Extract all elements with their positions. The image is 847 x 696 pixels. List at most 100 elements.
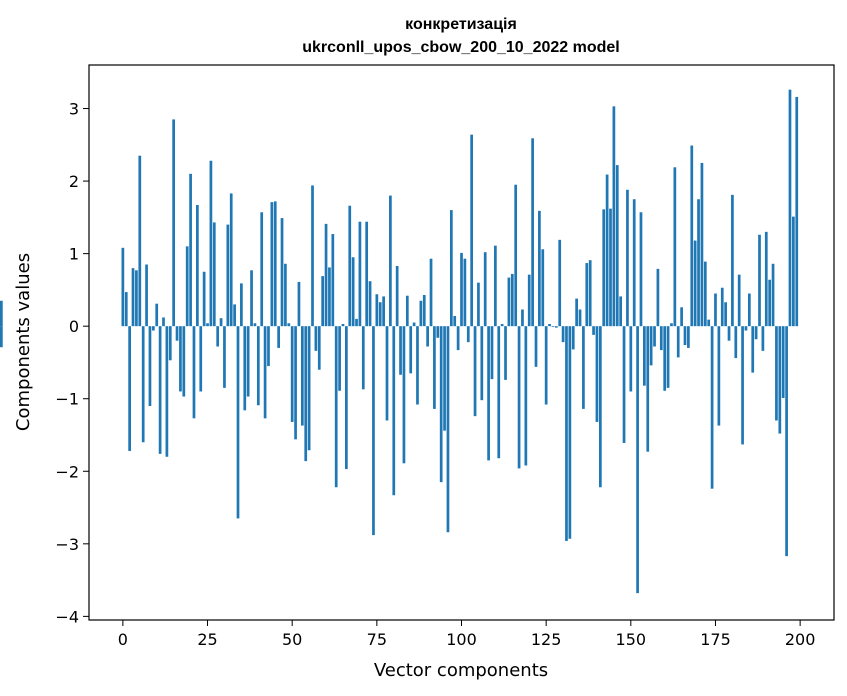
bar (649, 326, 653, 366)
bar (761, 326, 765, 351)
bar (582, 326, 585, 409)
bar (561, 326, 565, 343)
bar (341, 324, 345, 327)
bar (517, 326, 521, 469)
bar (365, 221, 369, 327)
bar (483, 252, 487, 327)
chart-title: конкретизація (405, 16, 517, 33)
bar (578, 309, 582, 327)
y-tick-label: −3 (55, 535, 79, 554)
bar (345, 326, 348, 470)
bar (446, 326, 450, 533)
bar (138, 155, 142, 327)
bar (260, 212, 264, 327)
bar (714, 293, 717, 327)
bar (334, 326, 338, 488)
bar (419, 300, 423, 327)
bar (751, 326, 755, 373)
bar (480, 326, 484, 401)
bar (680, 307, 683, 327)
bar (172, 119, 176, 327)
bar (487, 326, 490, 461)
bar (389, 195, 392, 327)
bar (165, 326, 169, 457)
bar (460, 252, 463, 327)
bar (531, 138, 534, 327)
bar (273, 201, 277, 327)
bar (456, 326, 460, 351)
bar (392, 326, 396, 496)
x-tick-label: 150 (616, 630, 647, 649)
bar (216, 326, 220, 347)
bar (727, 326, 731, 341)
bar (290, 326, 294, 422)
bar (300, 326, 304, 426)
bar (250, 270, 253, 327)
bar (151, 326, 155, 331)
y-tick-label: −4 (55, 607, 79, 626)
x-tick-label: 0 (118, 630, 128, 649)
bar (500, 324, 504, 327)
bar (768, 279, 772, 327)
bar (524, 326, 528, 466)
bar (0, 326, 3, 348)
x-axis-ticks: 0 25 50 75 100 125 150 175 200 (118, 620, 815, 649)
bar (375, 294, 379, 327)
bar (717, 326, 721, 426)
bar (527, 274, 531, 327)
bar (622, 326, 626, 443)
bar (595, 326, 599, 422)
bar (609, 208, 612, 327)
bar (737, 274, 741, 327)
bar (449, 210, 453, 327)
bar (683, 326, 687, 346)
y-axis-label: Components values (13, 253, 34, 431)
bar (253, 323, 257, 327)
bar (646, 326, 650, 452)
bar (643, 326, 646, 386)
bar (361, 326, 365, 390)
bar (504, 326, 507, 380)
plot-frame (88, 64, 835, 621)
bar (311, 185, 314, 327)
bar (168, 326, 172, 361)
bar (565, 326, 568, 541)
bar (124, 292, 128, 327)
bar (534, 326, 538, 367)
bar (602, 209, 606, 327)
chart-subtitle: ukrconll_upos_cbow_200_10_2022 model (302, 39, 619, 56)
bar (399, 326, 402, 375)
bar (653, 326, 656, 347)
bar (541, 249, 545, 327)
bar (256, 326, 260, 406)
bar (351, 257, 355, 327)
bar (720, 287, 724, 327)
bar (764, 231, 768, 327)
bar (121, 247, 125, 327)
bar (189, 173, 192, 327)
bar (358, 221, 362, 327)
bar (771, 263, 775, 327)
bar (378, 302, 382, 327)
bar (544, 326, 548, 405)
bar (788, 89, 792, 327)
y-axis-ticks: −4 −3 −2 −1 0 1 2 3 (55, 100, 89, 626)
bar (182, 326, 186, 397)
bar (402, 326, 406, 464)
bar (781, 326, 785, 398)
bar (724, 302, 727, 327)
bar (670, 323, 673, 327)
x-tick-label: 25 (197, 630, 217, 649)
bar (246, 326, 250, 397)
x-tick-label: 75 (367, 630, 387, 649)
bar (287, 323, 291, 327)
bar (304, 326, 308, 462)
bar (145, 264, 148, 327)
bar (693, 240, 697, 327)
bar (571, 326, 575, 350)
x-tick-label: 175 (700, 630, 731, 649)
bar (422, 294, 426, 327)
bar (605, 174, 609, 327)
bar (229, 193, 233, 327)
bar (754, 326, 758, 340)
